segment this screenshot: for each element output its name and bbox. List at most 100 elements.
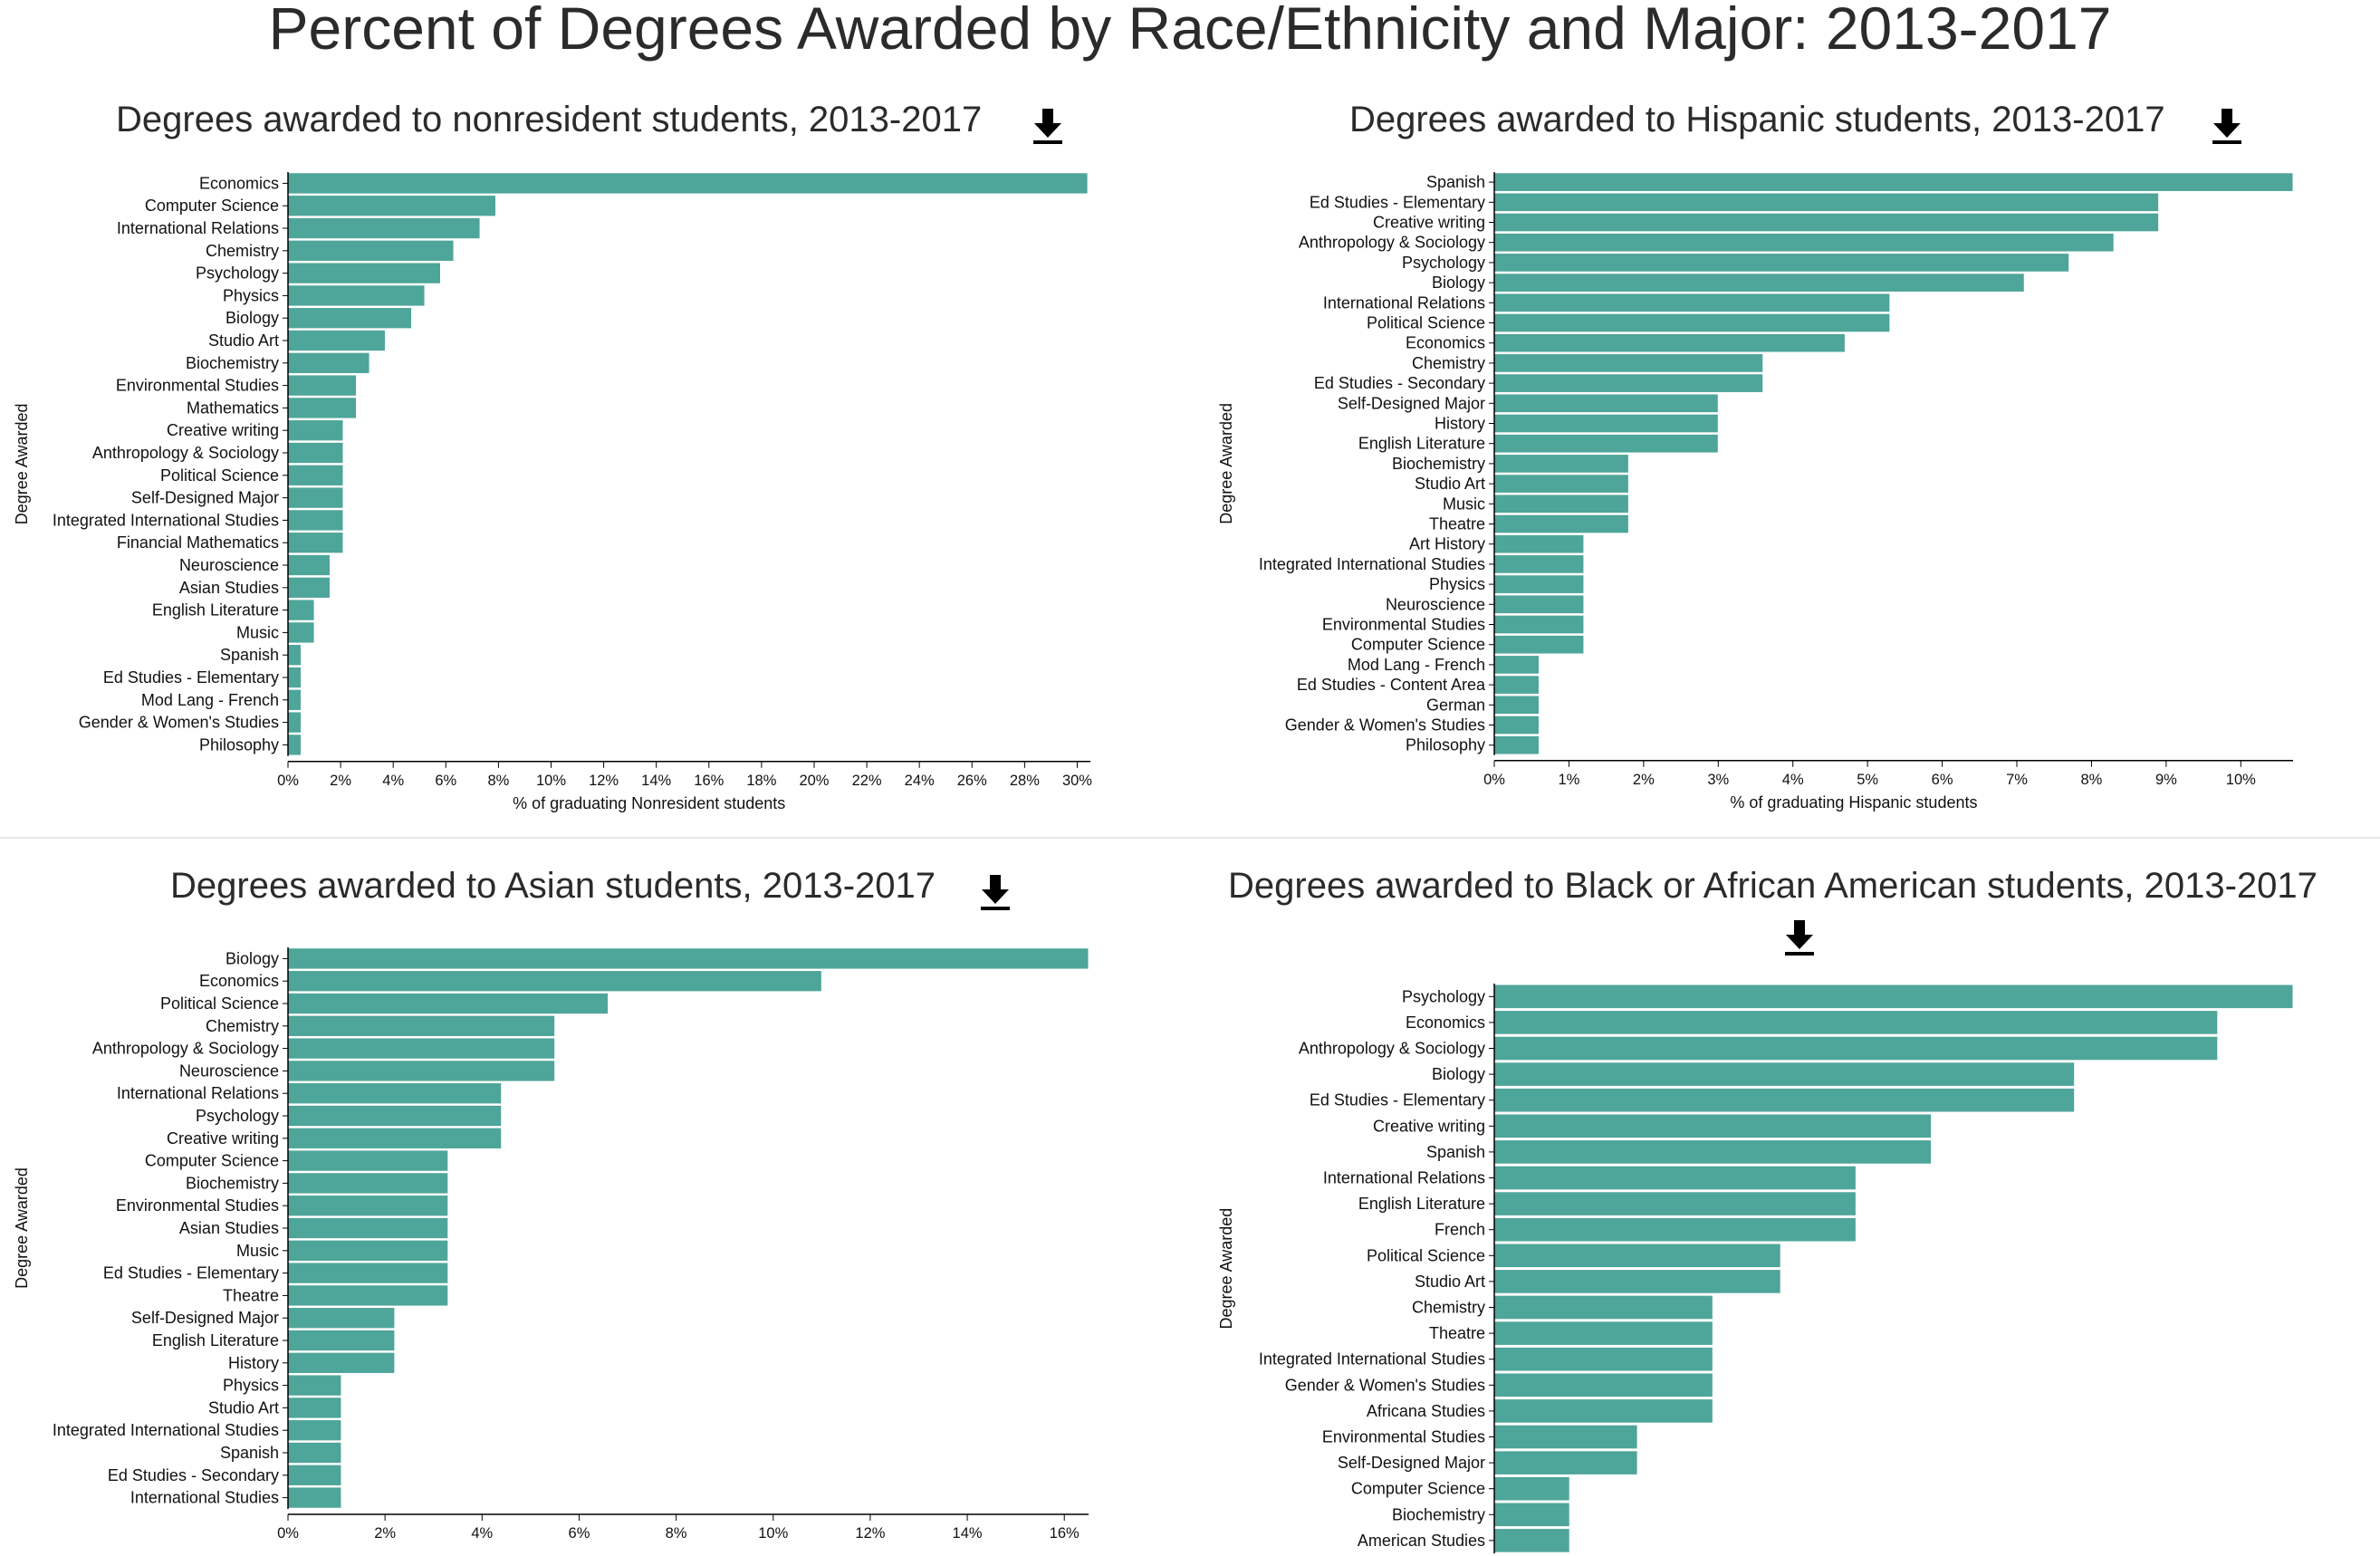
bars: Psychology Economics Anthropology & Sociol… — [1259, 984, 2294, 1553]
bar — [1493, 1191, 1857, 1216]
bar — [1493, 212, 2160, 233]
y-tick-label: International Relations — [117, 219, 279, 237]
y-tick-label: Chemistry — [1412, 1299, 1485, 1317]
bar — [287, 576, 331, 599]
bar — [1493, 1398, 1713, 1424]
x-tick-label: 8% — [666, 1525, 687, 1542]
bar — [1493, 1528, 1570, 1553]
y-tick-label: Self-Designed Major — [1338, 394, 1485, 412]
y-tick-label: Spanish — [1426, 1143, 1485, 1161]
y-axis-label: Degree Awarded — [1217, 1208, 1235, 1330]
x-tick-label: 10% — [536, 773, 566, 789]
chart-title-hispanic: Degrees awarded to Hispanic students, 20… — [1349, 100, 2165, 139]
y-axis-label: Degree Awarded — [13, 1167, 31, 1289]
download-icon[interactable] — [980, 875, 1011, 911]
x-tick-label: 20% — [799, 773, 829, 789]
bar — [1493, 273, 2025, 293]
y-tick-label: Computer Science — [145, 1152, 279, 1170]
y-tick-label: Creative writing — [1373, 1117, 1485, 1135]
bar — [287, 1216, 449, 1240]
y-tick-label: Music — [236, 623, 279, 641]
bar — [1493, 614, 1585, 635]
bar — [287, 688, 302, 711]
bar — [287, 1351, 396, 1374]
bar — [287, 947, 1089, 970]
y-tick-label: Neuroscience — [179, 1061, 279, 1080]
bar — [287, 1329, 396, 1352]
y-tick-label: Biochemistry — [186, 354, 279, 372]
y-tick-label: Biology — [226, 309, 279, 327]
bar — [1493, 1139, 1933, 1165]
y-tick-label: Music — [1443, 495, 1485, 513]
bar — [1493, 1269, 1781, 1294]
bar — [287, 1060, 556, 1082]
y-tick-label: History — [228, 1354, 279, 1372]
bar — [287, 1172, 449, 1195]
x-tick-label: 1% — [1559, 772, 1580, 788]
y-tick-label: Chemistry — [1412, 354, 1485, 372]
bar-chart-hispanic: Spanish Ed Studies - Elementary Creative w… — [1217, 172, 2294, 812]
bar — [1493, 454, 1629, 474]
x-tick-label: 12% — [855, 1525, 885, 1542]
x-tick-label: 4% — [1782, 772, 1804, 788]
y-tick-label: Neuroscience — [1386, 595, 1485, 613]
bar — [1493, 675, 1540, 695]
y-tick-label: Anthropology & Sociology — [92, 444, 279, 462]
bar — [287, 1037, 556, 1060]
download-icon[interactable] — [2212, 109, 2242, 145]
y-tick-label: Self-Designed Major — [1338, 1454, 1485, 1472]
y-tick-label: Ed Studies - Content Area — [1297, 676, 1486, 694]
x-tick-label: 3% — [1707, 772, 1729, 788]
y-tick-label: Creative writing — [1373, 214, 1485, 232]
bar — [1493, 514, 1629, 534]
y-tick-label: Ed Studies - Secondary — [1314, 374, 1485, 392]
x-tick-label: 8% — [487, 773, 509, 789]
bar — [1493, 232, 2115, 253]
download-icon[interactable] — [1784, 920, 1815, 956]
bar — [287, 644, 302, 667]
y-tick-label: Physics — [1429, 575, 1485, 593]
y-tick-label: Computer Science — [1351, 1480, 1485, 1498]
x-tick-label: 30% — [1062, 773, 1092, 789]
y-tick-label: Creative writing — [167, 1129, 279, 1148]
y-tick-label: Psychology — [196, 264, 279, 283]
bar — [1493, 984, 2294, 1010]
bar — [1493, 655, 1540, 675]
y-tick-label: Economics — [1406, 1013, 1485, 1032]
bar — [287, 464, 344, 486]
bar — [1493, 192, 2160, 213]
y-tick-label: Neuroscience — [179, 556, 279, 574]
y-tick-label: German — [1426, 696, 1485, 714]
x-axis-label: % of graduating Hispanic students — [1730, 793, 1977, 812]
y-tick-label: Biochemistry — [186, 1174, 279, 1192]
y-tick-label: Spanish — [220, 1444, 279, 1462]
y-tick-label: Financial Mathematics — [117, 533, 279, 552]
bar — [287, 419, 344, 442]
y-tick-label: Anthropology & Sociology — [92, 1040, 279, 1058]
y-axis-label: Degree Awarded — [1217, 403, 1235, 524]
y-tick-label: Spanish — [1426, 173, 1485, 191]
y-tick-label: Self-Designed Major — [131, 1309, 279, 1327]
bar — [1493, 293, 1891, 313]
x-tick-label: 12% — [589, 773, 619, 789]
bar — [1493, 413, 1719, 434]
y-tick-label: Mod Lang - French — [1348, 656, 1485, 674]
y-tick-label: Anthropology & Sociology — [1299, 1040, 1485, 1058]
bar — [1493, 1294, 1713, 1321]
download-icon[interactable] — [1032, 109, 1063, 145]
x-tick-label: 7% — [2006, 772, 2028, 788]
bar-chart-asian: Biology Economics Political Science Chemist… — [13, 947, 1089, 1542]
bar — [287, 441, 344, 465]
y-tick-label: Computer Science — [1351, 636, 1485, 654]
y-tick-label: French — [1435, 1221, 1485, 1239]
bar — [1493, 433, 1719, 454]
y-tick-label: International Relations — [1323, 293, 1485, 312]
bar — [1493, 494, 1629, 514]
y-tick-label: Studio Art — [208, 1398, 279, 1417]
bar — [1493, 1502, 1570, 1528]
x-tick-label: 6% — [1932, 772, 1953, 788]
bars: Biology Economics Political Science Chemist… — [53, 947, 1089, 1509]
y-tick-label: Studio Art — [1415, 1273, 1485, 1291]
y-axis-label: Degree Awarded — [13, 404, 31, 525]
y-tick-label: Philosophy — [1406, 736, 1485, 754]
